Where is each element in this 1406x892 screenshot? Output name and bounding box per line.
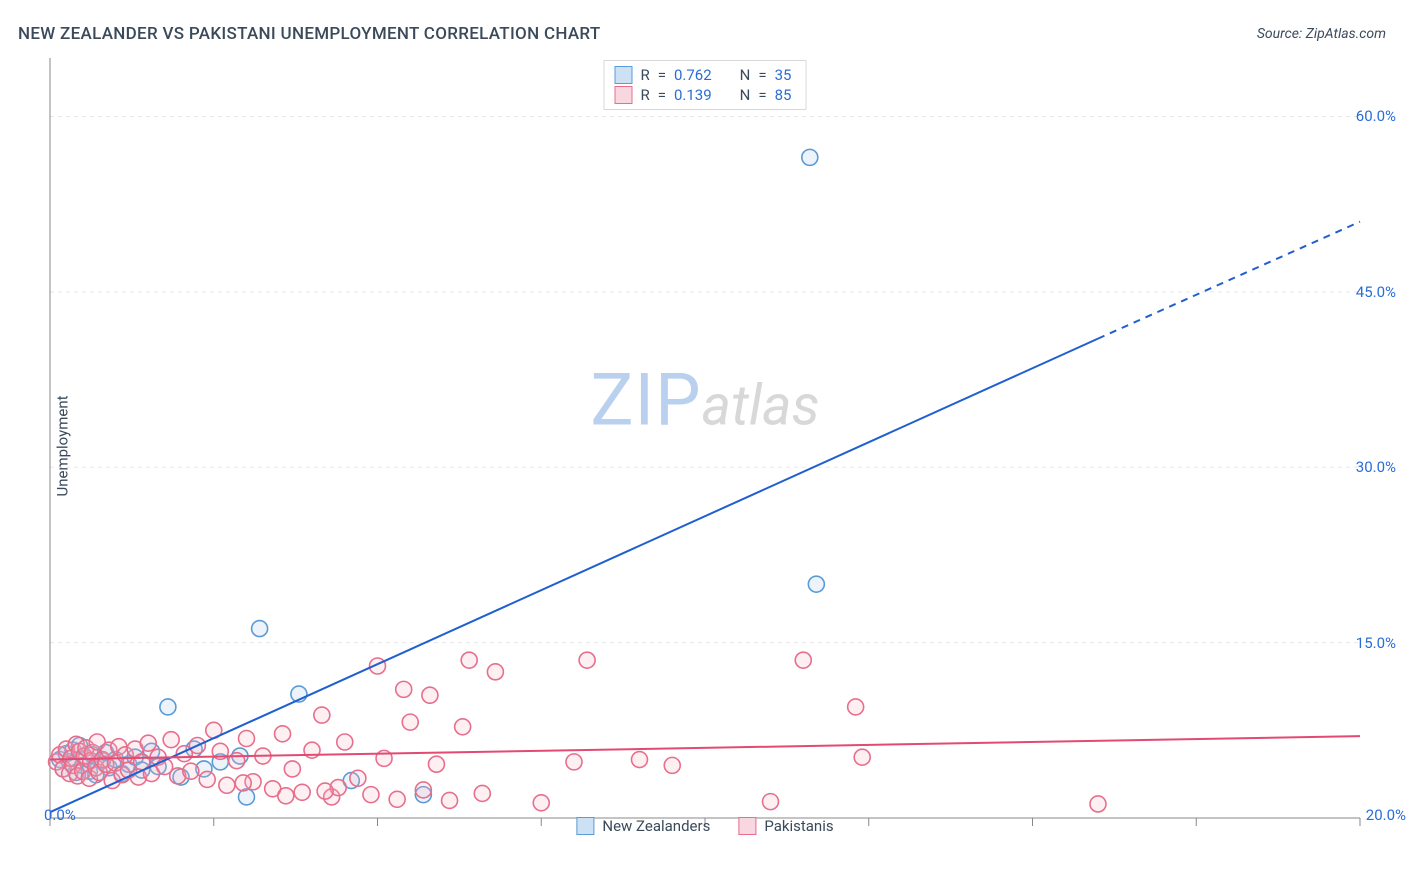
scatter-chart [50,58,1360,858]
y-tick-label: 45.0% [1356,283,1396,301]
r-label: R [641,66,650,84]
y-tick-label: 30.0% [1356,458,1396,476]
legend-swatch [738,817,756,835]
legend-label: Pakistanis [764,817,833,835]
n-label: N [740,66,751,84]
n-label: N [740,86,751,104]
x-tick-last: 20.0% [1366,806,1406,824]
r-value: 0.762 [674,66,712,84]
legend-top: R=0.762N=35R=0.139N=85 [604,60,807,110]
r-value: 0.139 [674,86,712,104]
y-tick-label: 15.0% [1356,634,1396,652]
legend-swatch [576,817,594,835]
x-tick-first: 0.0% [44,806,76,824]
legend-swatch [615,66,633,84]
r-label: R [641,86,650,104]
legend-top-row: R=0.139N=85 [615,85,792,105]
legend-swatch [615,86,633,104]
n-value: 85 [775,86,792,104]
source-label: Source: ZipAtlas.com [1257,26,1386,42]
n-value: 35 [775,66,792,84]
legend-label: New Zealanders [602,817,710,835]
y-tick-label: 60.0% [1356,107,1396,125]
chart-title: NEW ZEALANDER VS PAKISTANI UNEMPLOYMENT … [18,24,601,44]
legend-top-row: R=0.762N=35 [615,65,792,85]
plot-area: ZIPatlas R=0.762N=35R=0.139N=85 New Zeal… [50,58,1360,818]
